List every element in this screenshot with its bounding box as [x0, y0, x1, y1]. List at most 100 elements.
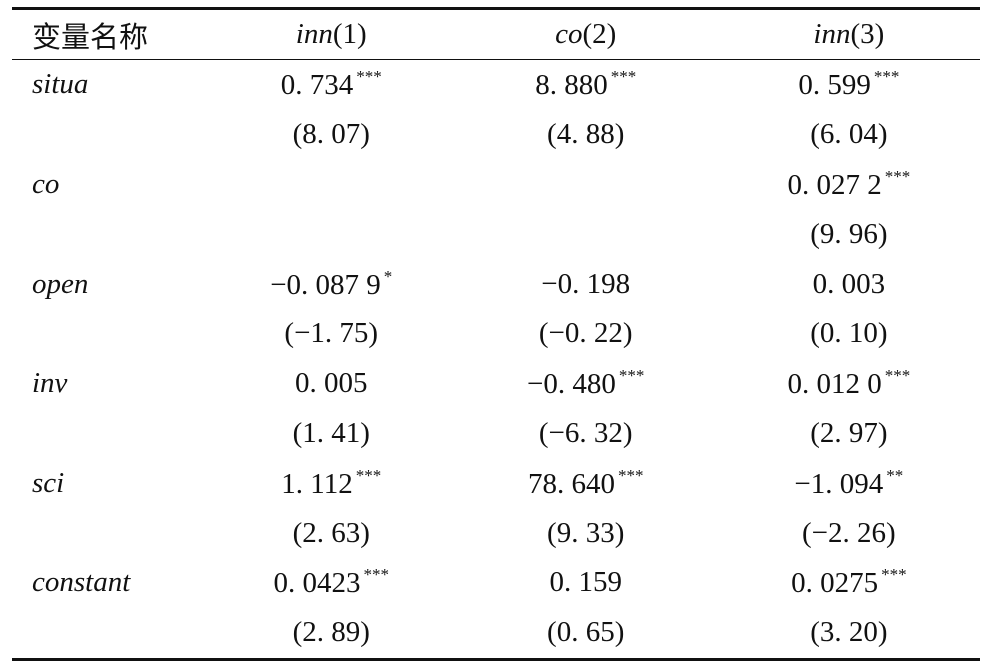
- column-index: (1): [332, 18, 367, 50]
- empty-cell: [12, 508, 209, 558]
- coef-row: co 0. 027 2 ***: [12, 160, 980, 210]
- significance: ***: [610, 67, 637, 87]
- t-statistic: (3. 20): [810, 616, 888, 649]
- empty-cell: [12, 110, 209, 160]
- column-name: inn: [813, 18, 851, 50]
- empty-cell: [12, 608, 209, 659]
- coef-cell: 0. 159: [454, 558, 718, 608]
- coef-cell: −1. 094 **: [718, 458, 980, 508]
- coef-row: situa 0. 734 *** 8. 880 *** 0. 599 ***: [12, 60, 980, 110]
- column-header: co(2): [454, 9, 718, 60]
- variable-name: sci: [32, 466, 65, 499]
- t-cell: [209, 209, 454, 259]
- t-cell: (8. 07): [209, 110, 454, 160]
- column-name: co: [555, 18, 583, 50]
- t-cell: (−6. 32): [454, 409, 718, 459]
- table-header: 变量名称 inn(1) co(2) inn(3): [12, 8, 980, 60]
- t-statistic: (9. 33): [547, 516, 625, 549]
- t-cell: (0. 10): [718, 309, 980, 359]
- coefficient: 0. 0423: [273, 567, 361, 600]
- t-statistic: (−6. 32): [538, 416, 633, 449]
- coefficient: 0. 005: [294, 367, 368, 400]
- coef-cell: 0. 027 2 ***: [718, 160, 980, 210]
- significance: ***: [617, 465, 644, 485]
- column-name: 变量名称: [32, 21, 149, 54]
- significance: ***: [881, 565, 907, 585]
- coef-cell: −0. 087 9 *: [209, 259, 454, 309]
- coefficient: 0. 003: [812, 267, 886, 300]
- coef-row: inv 0. 005 −0. 480 *** 0. 012 0 ***: [12, 359, 980, 409]
- coefficient: −1. 094: [794, 467, 884, 500]
- coef-cell: 0. 599 ***: [718, 60, 980, 110]
- t-cell: [454, 209, 718, 259]
- coef-cell: 8. 880 ***: [454, 60, 718, 110]
- significance: *: [383, 266, 393, 286]
- significance: ***: [355, 465, 382, 485]
- t-cell: (6. 04): [718, 110, 980, 160]
- significance: ***: [884, 366, 911, 386]
- t-row: (8. 07) (4. 88) (6. 04): [12, 110, 980, 160]
- t-statistic: (1. 41): [292, 416, 370, 449]
- t-statistic: (0. 10): [810, 317, 888, 350]
- coef-cell: [209, 160, 454, 210]
- coefficient: −0. 198: [541, 267, 631, 300]
- t-cell: (9. 96): [718, 209, 980, 259]
- t-statistic: (9. 96): [810, 217, 888, 250]
- coefficient: 78. 640: [527, 467, 615, 500]
- t-cell: (4. 88): [454, 110, 718, 160]
- variable-name: situa: [32, 68, 89, 101]
- t-cell: (1. 41): [209, 409, 454, 459]
- t-statistic: (2. 97): [810, 416, 888, 449]
- t-statistic: (6. 04): [810, 118, 888, 151]
- t-row: (1. 41) (−6. 32) (2. 97): [12, 409, 980, 459]
- t-statistic: (0. 65): [547, 616, 625, 649]
- empty-cell: [12, 209, 209, 259]
- t-statistic: (−0. 22): [538, 317, 633, 350]
- coef-row: constant 0. 0423 *** 0. 159 0. 0275 ***: [12, 558, 980, 608]
- t-cell: (2. 63): [209, 508, 454, 558]
- t-statistic: (−1. 75): [284, 317, 379, 350]
- significance: ***: [363, 565, 389, 585]
- variable-name: constant: [32, 566, 131, 599]
- column-index: (3): [850, 18, 885, 50]
- coef-cell: 78. 640 ***: [454, 458, 718, 508]
- coef-cell: 0. 005: [209, 359, 454, 409]
- coef-cell: −0. 480 ***: [454, 359, 718, 409]
- t-cell: (3. 20): [718, 608, 980, 659]
- t-statistic: (−2. 26): [802, 516, 896, 549]
- column-name: inn: [295, 18, 333, 50]
- empty-cell: [12, 309, 209, 359]
- header-row: 变量名称 inn(1) co(2) inn(3): [12, 8, 980, 60]
- coefficient: 0. 599: [798, 69, 871, 102]
- t-cell: (9. 33): [454, 508, 718, 558]
- t-cell: (2. 89): [209, 608, 454, 659]
- coef-cell: [454, 160, 718, 210]
- t-row: (2. 63) (9. 33) (−2. 26): [12, 508, 980, 558]
- coef-cell: 0. 003: [718, 259, 980, 309]
- t-statistic: (2. 63): [292, 516, 370, 549]
- coefficient: −0. 480: [527, 368, 616, 401]
- column-header: inn(3): [718, 9, 980, 60]
- coefficient: 8. 880: [535, 69, 608, 102]
- coef-row: sci 1. 112 *** 78. 640 *** −1. 094 **: [12, 458, 980, 508]
- column-header: 变量名称: [12, 9, 209, 60]
- coefficient: −0. 087 9: [270, 268, 381, 301]
- t-statistic: (2. 89): [292, 616, 370, 649]
- column-header: inn(1): [209, 9, 454, 60]
- coefficient: 1. 112: [281, 467, 353, 500]
- coef-cell: 0. 012 0 ***: [718, 359, 980, 409]
- t-row: (2. 89) (0. 65) (3. 20): [12, 608, 980, 659]
- significance: ***: [356, 67, 382, 87]
- coefficient: 0. 012 0: [787, 368, 882, 401]
- significance: **: [886, 465, 904, 485]
- significance: ***: [618, 366, 645, 386]
- t-statistic: (4. 88): [547, 118, 625, 151]
- significance: ***: [873, 67, 900, 87]
- t-cell: (2. 97): [718, 409, 980, 459]
- coef-cell: 0. 0423 ***: [209, 558, 454, 608]
- regression-table: 变量名称 inn(1) co(2) inn(3) situa 0. 734 *** 8. 8…: [12, 7, 980, 661]
- coef-cell: 0. 0275 ***: [718, 558, 980, 608]
- coef-cell: 0. 734 ***: [209, 60, 454, 110]
- coefficient: 0. 027 2: [787, 168, 882, 201]
- coefficient: 0. 0275: [791, 567, 879, 600]
